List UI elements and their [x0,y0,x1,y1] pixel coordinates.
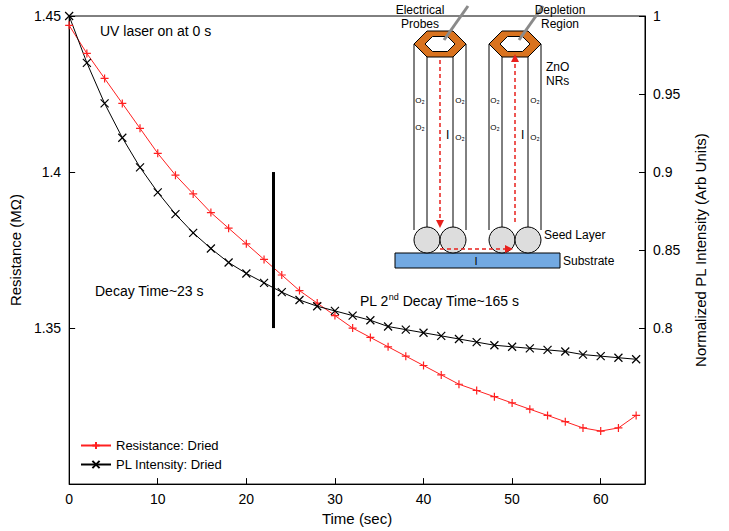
svg-text:PL Intensity: Dried: PL Intensity: Dried [116,457,222,472]
svg-text:1.45: 1.45 [34,8,61,24]
svg-text:O₂: O₂ [530,133,539,142]
svg-text:O₂: O₂ [530,96,539,105]
svg-text:40: 40 [416,491,432,507]
svg-text:Decay Time~165 s: Decay Time~165 s [399,293,519,309]
svg-text:NRs: NRs [546,74,569,88]
svg-text:O₂: O₂ [455,133,464,142]
svg-text:Time (sec): Time (sec) [322,510,392,527]
svg-text:1.4: 1.4 [42,164,62,180]
svg-text:ZnO: ZnO [546,60,569,74]
svg-text:0.95: 0.95 [653,86,680,102]
svg-text:O₂: O₂ [490,123,499,132]
svg-text:PL 2: PL 2 [360,293,388,309]
svg-text:60: 60 [593,491,609,507]
svg-text:Depletion: Depletion [535,3,586,17]
svg-text:0.9: 0.9 [653,164,673,180]
svg-text:0: 0 [65,491,73,507]
svg-text:I: I [474,255,477,267]
svg-text:Region: Region [541,17,579,31]
svg-text:Decay Time~23 s: Decay Time~23 s [95,283,204,299]
svg-text:Electrical: Electrical [396,3,445,17]
svg-text:I: I [446,128,449,142]
svg-text:20: 20 [239,491,255,507]
svg-text:0.8: 0.8 [653,320,673,336]
svg-text:50: 50 [504,491,520,507]
svg-text:Resistance (MΩ): Resistance (MΩ) [7,194,24,306]
svg-text:O₂: O₂ [490,96,499,105]
svg-text:UV laser on at 0 s: UV laser on at 0 s [100,23,211,39]
svg-text:O₂: O₂ [415,123,424,132]
svg-text:Resistance: Dried: Resistance: Dried [116,438,219,453]
svg-text:Probes: Probes [401,17,439,31]
svg-text:0.85: 0.85 [653,242,680,258]
svg-text:nd: nd [389,292,399,302]
svg-text:Substrate: Substrate [563,254,615,268]
svg-text:1: 1 [653,8,661,24]
svg-text:Normalized PL Intensity (Arb U: Normalized PL Intensity (Arb Units) [692,133,709,367]
svg-text:1.35: 1.35 [34,320,61,336]
svg-text:30: 30 [327,491,343,507]
svg-text:Seed Layer: Seed Layer [544,228,605,242]
svg-text:I: I [521,128,524,142]
svg-text:O₂: O₂ [455,96,464,105]
svg-text:10: 10 [150,491,166,507]
svg-text:O₂: O₂ [415,96,424,105]
